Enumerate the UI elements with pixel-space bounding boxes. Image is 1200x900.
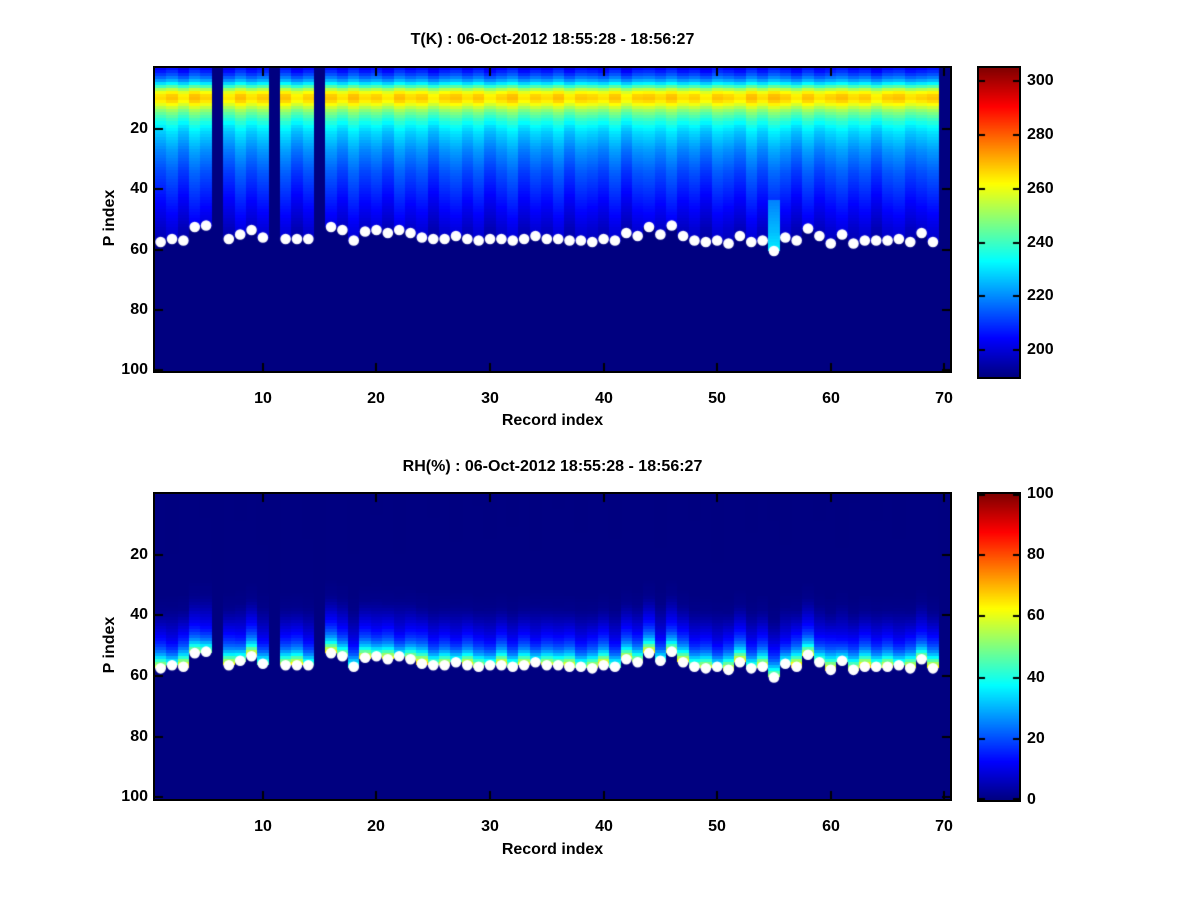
plot2-y-tick-label: 20 <box>130 546 148 563</box>
plot1-colorbar-tick-label: 260 <box>1027 180 1054 197</box>
plot1-axes <box>153 66 952 373</box>
plot1-title: T(K) : 06-Oct-2012 18:55:28 - 18:56:27 <box>410 31 695 48</box>
plot1-xlabel: Record index <box>501 412 604 429</box>
plot2-x-tick-label: 10 <box>254 818 272 835</box>
plot2-x-tick-label: 40 <box>595 818 613 835</box>
plot2-y-tick-label: 40 <box>130 606 148 623</box>
plot2-y-tick-label: 80 <box>130 728 148 745</box>
plot1-x-tick-label: 60 <box>822 390 840 407</box>
plot2-colorbar-canvas <box>979 494 1019 800</box>
plot2-colorbar-tick-label: 40 <box>1027 669 1045 686</box>
plot1-y-tick-label: 80 <box>130 301 148 318</box>
plot1-y-tick-label: 20 <box>130 120 148 137</box>
plot2-y-tick-label: 100 <box>121 788 148 805</box>
plot1-x-tick-label: 20 <box>367 390 385 407</box>
plot2-colorbar-tick-label: 80 <box>1027 546 1045 563</box>
temperature-heatmap-canvas <box>155 68 950 371</box>
plot2-title: RH(%) : 06-Oct-2012 18:55:28 - 18:56:27 <box>402 458 703 475</box>
plot1-y-tick-label: 60 <box>130 241 148 258</box>
plot1-x-tick-label: 40 <box>595 390 613 407</box>
plot1-ylabel: P index <box>101 189 118 247</box>
plot1-colorbar-tick-label: 220 <box>1027 287 1054 304</box>
plot1-x-tick-label: 30 <box>481 390 499 407</box>
plot1-colorbar-tick-label: 280 <box>1027 126 1054 143</box>
plot2-axes <box>153 492 952 801</box>
plot2-x-tick-label: 50 <box>708 818 726 835</box>
plot2-ylabel: P index <box>101 616 118 674</box>
plot2-colorbar-tick-label: 0 <box>1027 791 1036 808</box>
plot2-x-tick-label: 60 <box>822 818 840 835</box>
plot1-y-tick-label: 100 <box>121 361 148 378</box>
plot1-x-tick-label: 10 <box>254 390 272 407</box>
plot1-x-tick-label: 50 <box>708 390 726 407</box>
plot2-colorbar <box>977 492 1021 802</box>
plot2-x-tick-label: 30 <box>481 818 499 835</box>
plot2-x-tick-label: 20 <box>367 818 385 835</box>
plot1-colorbar-tick-label: 300 <box>1027 72 1054 89</box>
plot2-xlabel: Record index <box>501 841 604 858</box>
humidity-heatmap-canvas <box>155 494 950 799</box>
plot1-colorbar-tick-label: 240 <box>1027 234 1054 251</box>
plot1-colorbar <box>977 66 1021 379</box>
plot2-x-tick-label: 70 <box>935 818 953 835</box>
plot2-colorbar-tick-label: 60 <box>1027 607 1045 624</box>
plot2-colorbar-tick-label: 20 <box>1027 730 1045 747</box>
plot2-y-tick-label: 60 <box>130 667 148 684</box>
plot1-y-tick-label: 40 <box>130 180 148 197</box>
plot1-colorbar-tick-label: 200 <box>1027 341 1054 358</box>
plot1-x-tick-label: 70 <box>935 390 953 407</box>
plot1-colorbar-canvas <box>979 68 1019 377</box>
plot2-colorbar-tick-label: 100 <box>1027 485 1054 502</box>
